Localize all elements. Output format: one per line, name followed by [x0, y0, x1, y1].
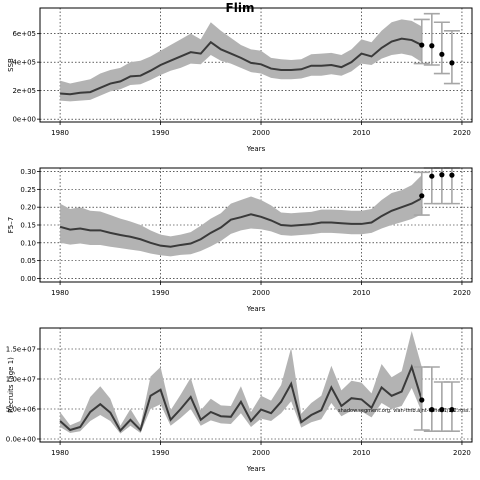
projection-point [449, 172, 455, 178]
x-tick-label: 2020 [453, 449, 471, 457]
projection-point [449, 407, 455, 413]
y-tick-label: 1.5e+07 [6, 346, 36, 354]
projection-point [439, 407, 445, 413]
y-tick-label: 6e+05 [12, 30, 36, 38]
projection-point [429, 173, 435, 179]
x-tick-label: 1980 [51, 289, 69, 297]
y-axis-label: SSB [7, 58, 15, 72]
y-axis-label: Recruits (age 1) [7, 357, 15, 413]
x-tick-label: 1990 [152, 449, 170, 457]
axes-frame [39, 327, 473, 443]
projection-point [449, 60, 455, 66]
x-tick-label: 2010 [353, 449, 371, 457]
projection-point [429, 407, 435, 413]
estimate-line [59, 197, 423, 248]
projection-point [439, 172, 445, 178]
projection-point [429, 43, 435, 49]
projection-point [419, 397, 425, 403]
axes-frame [39, 7, 473, 123]
y-tick-label: 0.00 [20, 275, 36, 283]
y-tick-label: 0.30 [20, 168, 36, 176]
confidence-band [60, 175, 422, 257]
x-tick-label: 1980 [51, 449, 69, 457]
confidence-band [60, 19, 422, 102]
projection-point [439, 51, 445, 57]
fishing-mortality-panel: 1980 1990 2000 2010 2020 0.00 0.05 0.10 0.15 0.20… [7, 167, 473, 313]
estimate-line [59, 364, 423, 433]
confidence-band [60, 331, 422, 434]
y-tick-label: 0.20 [20, 204, 36, 212]
estimate-line [60, 37, 423, 96]
projection-point [419, 193, 425, 199]
y-tick-label: 0.15 [20, 222, 36, 230]
y-axis-label: F5–7 [7, 217, 15, 233]
projection-point [419, 42, 425, 48]
x-axis-label: Years [246, 305, 266, 313]
x-tick-label: 2020 [453, 289, 471, 297]
ssb-panel: 1980 1990 2000 2010 2020 0e+00 2e+05 4e+05 6e+05… [7, 7, 473, 153]
y-tick-label: 1.0e+07 [6, 376, 36, 384]
x-tick-label: 2010 [353, 129, 371, 137]
x-tick-label: 2000 [252, 129, 270, 137]
recruits-panel: 1980 1990 2000 2010 2020 0.0e+00 5.0e+06 1.0e+0… [6, 327, 473, 473]
x-tick-label: 1980 [51, 129, 69, 137]
x-tick-label: 2000 [252, 289, 270, 297]
y-tick-label: 0e+00 [12, 116, 36, 124]
y-tick-label: 2e+05 [12, 87, 36, 95]
x-tick-label: 1990 [152, 129, 170, 137]
x-tick-label: 2010 [353, 289, 371, 297]
x-tick-label: 1990 [152, 289, 170, 297]
y-tick-label: 5.0e+06 [6, 406, 37, 414]
y-tick-label: 0.25 [20, 186, 36, 194]
x-axis-label: Years [246, 145, 266, 153]
x-tick-label: 2000 [252, 449, 270, 457]
y-tick-label: 0.05 [20, 257, 36, 265]
y-tick-label: 4e+05 [12, 59, 36, 67]
x-tick-label: 2020 [453, 129, 471, 137]
y-tick-label: 0.10 [20, 239, 36, 247]
plot-annotation: shadow.segment.org. vian-tmb.ajnt-fisher… [338, 408, 470, 414]
x-axis-label: Years [246, 465, 266, 473]
y-tick-label: 0.0e+00 [6, 436, 36, 444]
